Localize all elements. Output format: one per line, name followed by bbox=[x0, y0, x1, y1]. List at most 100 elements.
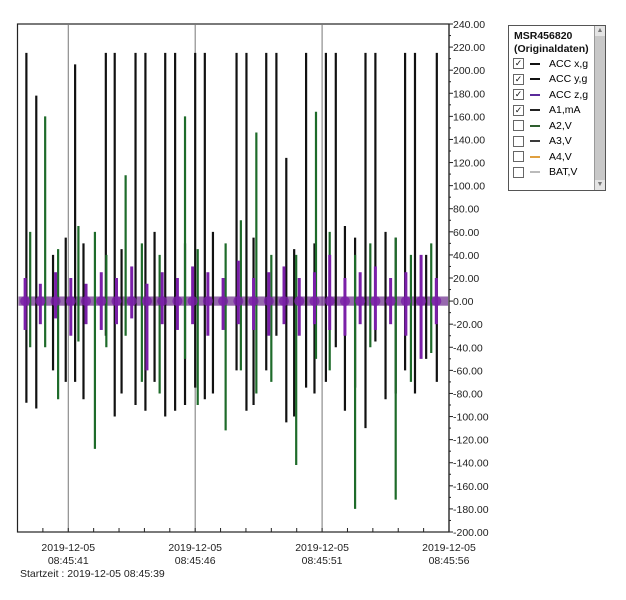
burst bbox=[263, 296, 274, 307]
burst bbox=[187, 296, 198, 307]
y-tick-label: -100.00 bbox=[453, 412, 489, 424]
legend-checkbox[interactable] bbox=[513, 135, 524, 147]
x-tick-date: 2019-12-05 bbox=[295, 542, 349, 554]
burst bbox=[355, 296, 366, 307]
legend-swatch bbox=[530, 124, 540, 127]
burst bbox=[96, 296, 107, 307]
y-tick-label: -40.00 bbox=[453, 342, 483, 354]
y-tick-label: 200.00 bbox=[453, 65, 485, 77]
x-tick-time: 08:45:46 bbox=[175, 555, 216, 567]
burst bbox=[65, 296, 76, 307]
legend-title: MSR456820 (Originaldaten) bbox=[509, 26, 605, 56]
legend-item: ✓ A1,mA bbox=[509, 103, 605, 119]
burst bbox=[385, 296, 396, 307]
y-tick-label: 0.00 bbox=[453, 296, 474, 308]
legend-checkbox[interactable]: ✓ bbox=[513, 58, 524, 70]
legend-item: ✓ ACC x,g bbox=[509, 56, 605, 72]
legend-label: A1,mA bbox=[549, 104, 581, 117]
legend-label: ACC z,g bbox=[549, 88, 589, 101]
x-tick-date: 2019-12-05 bbox=[41, 542, 95, 554]
y-tick-label: -80.00 bbox=[453, 388, 483, 400]
y-tick-label: -140.00 bbox=[453, 458, 489, 470]
y-tick-label: 80.00 bbox=[453, 204, 479, 216]
burst bbox=[431, 296, 442, 307]
burst bbox=[141, 296, 152, 307]
series-acc-y-g bbox=[29, 111, 433, 509]
legend-scrollbar[interactable]: ▲ ▼ bbox=[594, 26, 605, 190]
burst bbox=[81, 296, 92, 307]
burst bbox=[218, 296, 229, 307]
series-acc-z-g bbox=[20, 254, 442, 371]
noise-band bbox=[18, 296, 448, 306]
burst bbox=[309, 296, 320, 307]
burst bbox=[111, 296, 122, 307]
legend-checkbox[interactable] bbox=[513, 120, 524, 132]
legend-label: ACC y,g bbox=[549, 73, 588, 86]
legend-swatch bbox=[530, 62, 540, 65]
x-tick-time: 08:45:41 bbox=[48, 555, 89, 567]
y-tick-label: 140.00 bbox=[453, 134, 485, 146]
legend-label: A3,V bbox=[549, 135, 572, 148]
burst bbox=[50, 296, 61, 307]
legend-swatch bbox=[530, 171, 540, 174]
legend-checkbox[interactable]: ✓ bbox=[513, 89, 524, 101]
legend-label: BAT,V bbox=[549, 166, 578, 179]
x-tick-date: 2019-12-05 bbox=[168, 542, 222, 554]
burst bbox=[248, 296, 259, 307]
series-acc-x-g bbox=[25, 52, 438, 429]
burst bbox=[279, 296, 290, 307]
legend-checkbox[interactable] bbox=[513, 151, 524, 163]
y-tick-label: -200.00 bbox=[453, 527, 489, 539]
burst bbox=[324, 296, 335, 307]
y-tick-label: 60.00 bbox=[453, 227, 479, 239]
legend-subtitle: (Originaldaten) bbox=[514, 43, 589, 55]
y-tick-label: -120.00 bbox=[453, 435, 489, 447]
legend-label: A4,V bbox=[549, 150, 572, 163]
legend-checkbox[interactable]: ✓ bbox=[513, 104, 524, 116]
legend: MSR456820 (Originaldaten) ✓ ACC x,g ✓ ACC y… bbox=[508, 25, 606, 191]
burst bbox=[400, 296, 411, 307]
burst bbox=[126, 296, 137, 307]
legend-item: ✓ ACC y,g bbox=[509, 72, 605, 88]
legend-checkbox[interactable] bbox=[513, 166, 524, 178]
legend-label: A2,V bbox=[549, 119, 572, 132]
burst bbox=[172, 296, 183, 307]
x-tick-time: 08:45:56 bbox=[429, 555, 470, 567]
legend-label: ACC x,g bbox=[549, 57, 589, 70]
burst bbox=[294, 296, 305, 307]
x-tick-time: 08:45:51 bbox=[302, 555, 343, 567]
legend-item: A4,V bbox=[509, 149, 605, 165]
burst bbox=[339, 296, 350, 307]
legend-item: BAT,V bbox=[509, 165, 605, 181]
legend-swatch bbox=[530, 155, 540, 158]
legend-item: A2,V bbox=[509, 118, 605, 134]
y-tick-label: -180.00 bbox=[453, 504, 489, 516]
y-tick-label: 240.00 bbox=[453, 19, 485, 31]
y-tick-label: 20.00 bbox=[453, 273, 479, 285]
burst bbox=[20, 296, 31, 307]
burst bbox=[370, 296, 381, 307]
legend-swatch bbox=[530, 109, 540, 112]
y-tick-label: 160.00 bbox=[453, 111, 485, 123]
legend-checkbox[interactable]: ✓ bbox=[513, 73, 524, 85]
legend-item: ✓ ACC z,g bbox=[509, 87, 605, 103]
legend-device: MSR456820 bbox=[514, 30, 573, 42]
y-tick-label: -160.00 bbox=[453, 481, 489, 493]
plot-frame bbox=[16, 23, 450, 533]
scroll-up-icon[interactable]: ▲ bbox=[595, 26, 605, 36]
burst bbox=[157, 296, 168, 307]
start-time-label: Startzeit : 2019-12-05 08:45:39 bbox=[20, 568, 165, 580]
scroll-down-icon[interactable]: ▼ bbox=[595, 180, 605, 190]
y-tick-label: 40.00 bbox=[453, 250, 479, 262]
y-tick-label: 120.00 bbox=[453, 158, 485, 170]
y-tick-label: 100.00 bbox=[453, 181, 485, 193]
x-tick-date: 2019-12-05 bbox=[422, 542, 476, 554]
burst bbox=[35, 296, 46, 307]
y-tick-label: 180.00 bbox=[453, 88, 485, 100]
legend-swatch bbox=[530, 93, 540, 96]
burst bbox=[233, 296, 244, 307]
burst bbox=[416, 296, 427, 307]
burst bbox=[202, 296, 213, 307]
y-tick-label: -20.00 bbox=[453, 319, 483, 331]
